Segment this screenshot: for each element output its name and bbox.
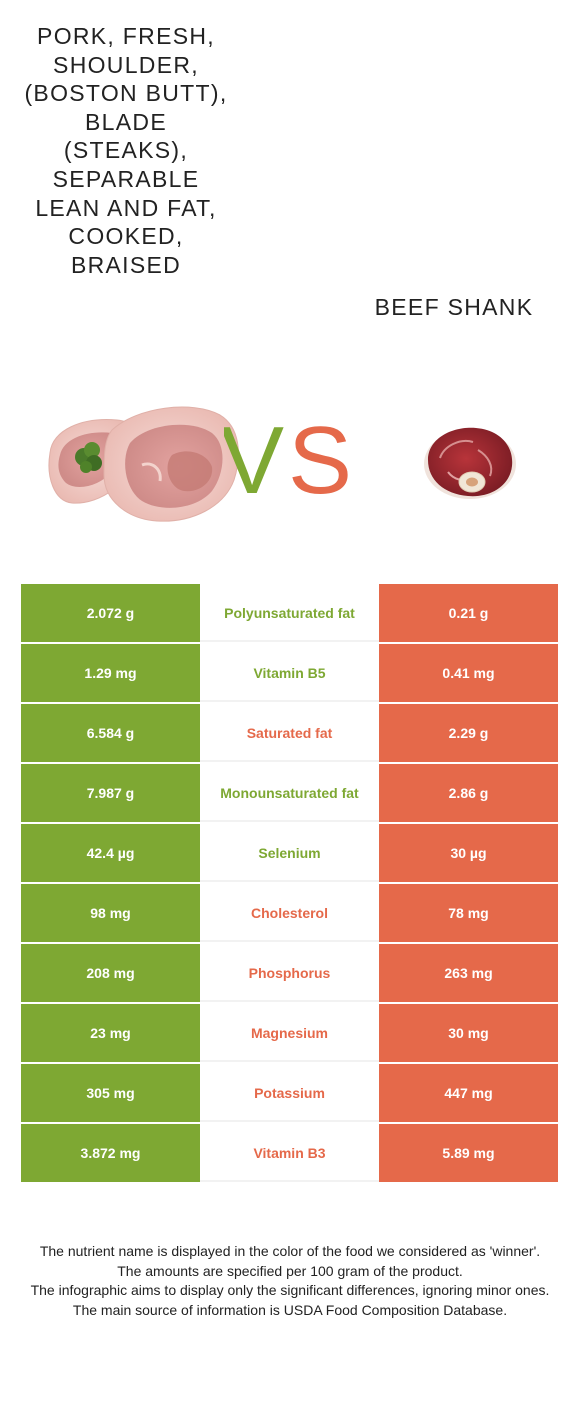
right-value: 447 mg — [379, 1064, 558, 1122]
nutrient-name: Vitamin B3 — [200, 1124, 379, 1182]
nutrient-name: Magnesium — [200, 1004, 379, 1062]
right-value: 0.21 g — [379, 584, 558, 642]
row-divider — [200, 940, 379, 942]
right-value: 2.86 g — [379, 764, 558, 822]
left-value: 2.072 g — [21, 584, 200, 642]
beef-shank-image — [418, 420, 520, 502]
left-value: 7.987 g — [21, 764, 200, 822]
nutrient-name: Saturated fat — [200, 704, 379, 762]
right-value: 263 mg — [379, 944, 558, 1002]
left-value: 6.584 g — [21, 704, 200, 762]
table-row: 23 mg Magnesium 30 mg — [21, 1004, 558, 1062]
row-divider — [200, 880, 379, 882]
vs-s-letter: S — [288, 407, 352, 505]
pork-steak-image — [42, 395, 242, 530]
nutrient-name: Phosphorus — [200, 944, 379, 1002]
footer-notes: The nutrient name is displayed in the co… — [20, 1242, 560, 1320]
table-row: 7.987 g Monounsaturated fat 2.86 g — [21, 764, 558, 822]
nutrient-name: Potassium — [200, 1064, 379, 1122]
row-divider — [200, 820, 379, 822]
left-value: 305 mg — [21, 1064, 200, 1122]
left-value: 23 mg — [21, 1004, 200, 1062]
nutrient-name: Polyunsaturated fat — [200, 584, 379, 642]
row-divider — [200, 700, 379, 702]
right-food-title: Beef shank — [374, 294, 534, 320]
left-value: 3.872 mg — [21, 1124, 200, 1182]
left-value: 1.29 mg — [21, 644, 200, 702]
footer-note-winner: The nutrient name is displayed in the co… — [39, 1243, 541, 1259]
right-value: 5.89 mg — [379, 1124, 558, 1182]
right-value: 0.41 mg — [379, 644, 558, 702]
nutrient-name: Monounsaturated fat — [200, 764, 379, 822]
right-value: 30 mg — [379, 1004, 558, 1062]
table-row: 1.29 mg Vitamin B5 0.41 mg — [21, 644, 558, 702]
table-row: 2.072 g Polyunsaturated fat 0.21 g — [21, 584, 558, 642]
left-food-title: Pork, fresh, shoulder, (Boston butt), bl… — [24, 23, 228, 278]
nutrient-name: Selenium — [200, 824, 379, 882]
table-row: 208 mg Phosphorus 263 mg — [21, 944, 558, 1002]
row-divider — [200, 1000, 379, 1002]
footer-note-source: The main source of information is USDA F… — [72, 1301, 508, 1318]
vs-v-letter: V — [224, 407, 284, 505]
nutrient-name: Cholesterol — [200, 884, 379, 942]
table-row: 6.584 g Saturated fat 2.29 g — [21, 704, 558, 762]
right-value: 30 µg — [379, 824, 558, 882]
left-value: 208 mg — [21, 944, 200, 1002]
footer-note-aims: The infographic aims to display only the… — [30, 1282, 550, 1298]
nutrient-name: Vitamin B5 — [200, 644, 379, 702]
left-value: 42.4 µg — [21, 824, 200, 882]
row-divider — [200, 1060, 379, 1062]
table-row: 305 mg Potassium 447 mg — [21, 1064, 558, 1122]
table-row: 42.4 µg Selenium 30 µg — [21, 824, 558, 882]
table-row: 3.872 mg Vitamin B3 5.89 mg — [21, 1124, 558, 1182]
row-divider — [200, 1180, 379, 1182]
row-divider — [200, 760, 379, 762]
left-value: 98 mg — [21, 884, 200, 942]
vs-label: V S — [224, 407, 352, 505]
footer-note-amounts: The amounts are specified per 100 gram o… — [117, 1262, 463, 1279]
table-row: 98 mg Cholesterol 78 mg — [21, 884, 558, 942]
row-divider — [200, 1120, 379, 1122]
right-value: 2.29 g — [379, 704, 558, 762]
right-value: 78 mg — [379, 884, 558, 942]
row-divider — [200, 640, 379, 642]
